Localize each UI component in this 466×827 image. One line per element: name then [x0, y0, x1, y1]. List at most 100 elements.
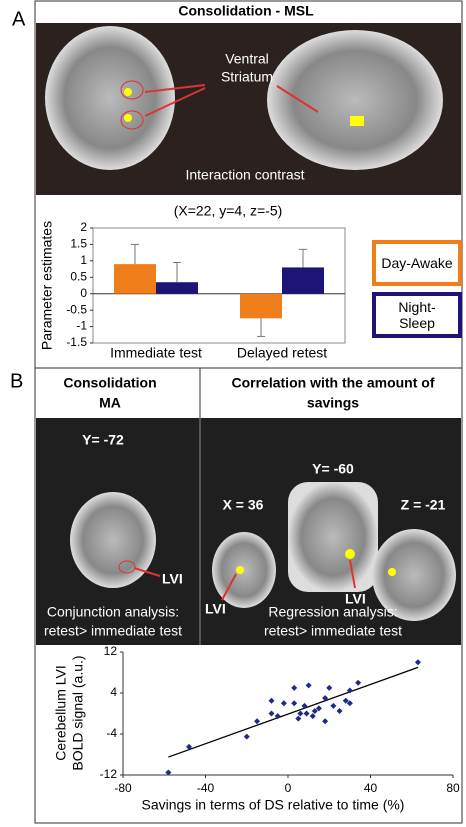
x-tick-label: 80	[446, 781, 460, 795]
y-tick-label: 1	[80, 253, 87, 267]
header: Correlation with the amount of	[232, 375, 435, 391]
header: savings	[307, 395, 359, 411]
header: Consolidation	[63, 375, 156, 391]
point	[268, 697, 275, 704]
panel-label: A	[12, 8, 26, 30]
roi-circle	[120, 110, 144, 130]
point	[309, 713, 316, 720]
arrow	[349, 559, 356, 589]
point	[291, 700, 298, 707]
x-tick-label: -40	[197, 781, 215, 795]
panel-title: Consolidation - MSL	[178, 3, 314, 19]
point	[268, 710, 275, 717]
y-tick-label: 0.5	[70, 269, 87, 283]
point	[305, 682, 312, 689]
y-tick-label: -1.5	[66, 335, 87, 349]
point	[297, 710, 304, 717]
arrow	[133, 567, 161, 577]
roi-circle	[120, 80, 144, 100]
point	[330, 702, 337, 709]
arrow	[144, 84, 206, 93]
annotation: Striatum	[221, 69, 273, 85]
point	[322, 718, 329, 725]
point	[303, 710, 310, 717]
x-tick-label: Delayed retest	[237, 345, 327, 361]
bar	[240, 293, 282, 319]
point	[311, 707, 318, 714]
y-tick-label: -1	[76, 319, 87, 333]
point	[355, 679, 362, 686]
annotation: Interaction contrast	[185, 167, 304, 183]
y-tick-label: -4	[106, 726, 117, 740]
point	[291, 684, 298, 691]
coordinate: Y= -60	[312, 461, 354, 477]
point	[295, 715, 302, 722]
region-label: LVI	[162, 571, 183, 587]
point	[326, 684, 333, 691]
y-tick-label: 4	[110, 685, 117, 699]
coordinate: Z = -21	[401, 497, 446, 513]
point	[301, 702, 308, 709]
brain-axial	[372, 529, 456, 621]
arrow	[276, 85, 319, 113]
y-tick-label: -12	[100, 767, 118, 781]
point	[254, 718, 261, 725]
brain-sagittal	[267, 30, 443, 170]
point	[322, 695, 329, 702]
point	[342, 697, 349, 704]
trendline	[168, 666, 419, 758]
caption: Regression analysis:	[268, 604, 397, 620]
plot-frame	[92, 227, 346, 344]
bar	[282, 267, 324, 294]
bar	[156, 282, 198, 294]
legend-entry: Night-Sleep	[372, 292, 462, 338]
y-tick-label: 1.5	[70, 237, 87, 251]
panel-b-frame	[34, 367, 463, 824]
y-tick-label: 0	[80, 286, 87, 300]
coordinate: X = 36	[223, 497, 264, 513]
x-tick-label: -80	[114, 781, 132, 795]
activation	[388, 568, 396, 576]
point	[346, 700, 353, 707]
activation	[236, 566, 244, 574]
roi-circle	[118, 560, 136, 574]
coordinate: Y= -72	[82, 432, 124, 448]
point	[243, 733, 250, 740]
point	[336, 707, 343, 714]
y-tick-label: 12	[104, 644, 118, 658]
brain-coronal	[288, 482, 378, 592]
point	[186, 743, 192, 750]
activation	[350, 116, 364, 126]
brain-axial	[45, 26, 175, 170]
header: MA	[99, 395, 121, 411]
bar	[114, 264, 156, 294]
y-tick-label: 2	[80, 220, 87, 234]
arrow	[221, 573, 237, 601]
y-axis-label: Cerebellum LVI	[53, 665, 69, 760]
annotation: Ventral	[225, 51, 269, 67]
panel-label: B	[10, 370, 23, 392]
caption: Conjunction analysis:	[47, 604, 179, 620]
chart-title: (X=22, y=4, z=-5)	[174, 203, 283, 219]
region-label: LVI	[345, 591, 366, 607]
arrow	[144, 87, 206, 117]
scatter-chart: -12 -4 4 12 -80 -40 0 40 80 Savings in terms of D…	[53, 644, 460, 813]
legend-entry: Day-Awake	[372, 240, 462, 286]
x-tick-label: 0	[285, 781, 292, 795]
activation	[345, 549, 355, 559]
y-axis-label: Parameter estimates	[39, 221, 55, 350]
y-tick-label: -0.5	[66, 302, 87, 316]
brain-coronal	[70, 492, 156, 588]
y-axis-label: BOLD signal (a.u.)	[70, 655, 86, 770]
point	[346, 687, 353, 694]
point	[280, 700, 287, 707]
point	[315, 705, 322, 712]
region-label: LVI	[205, 601, 226, 617]
caption: retest> immediate test	[44, 623, 182, 639]
caption: retest> immediate test	[264, 623, 402, 639]
activation	[124, 88, 132, 96]
bar-chart: (X=22, y=4, z=-5) -1.5 -1 -0.5 0 0.5 1 1.5 2 Para…	[39, 203, 346, 361]
point	[165, 769, 172, 776]
